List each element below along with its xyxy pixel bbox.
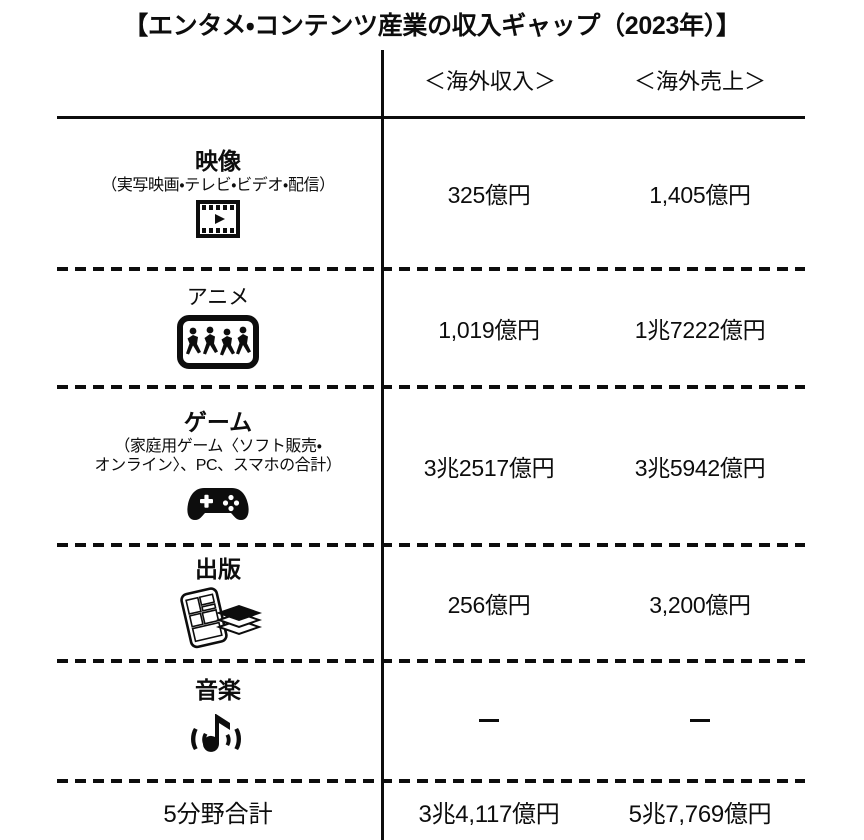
category-name: 映像 [195,147,241,174]
page-title: 【エンタメ・コンテンツ産業の収入ギャップ（2023年）】 [123,12,741,40]
value-overseas-income: 3兆2517億円 [423,454,555,481]
column-header-overseas-income: ＜海外収入＞ [423,69,556,94]
value-overseas-income [390,662,588,779]
smartphone-books-icon [173,587,263,649]
table-row: 映像 （実写映画・テレビ・ビデオ・配信） [0,119,864,267]
category-subtitle: （実写映画・テレビ・ビデオ・配信） [101,177,335,195]
value-overseas-income: 256億円 [447,591,531,618]
category-name: ゲーム [183,408,253,435]
value-overseas-sales: 1兆7222億円 [634,316,766,343]
table-row: ゲーム （家庭用ゲーム〈ソフト販売・ オンライン〉、PC、スマホの合計） [0,388,864,543]
column-header-overseas-sales: ＜海外売上＞ [633,69,766,94]
row-separator [57,543,805,547]
table-row: アニメ [0,270,864,385]
category-subtitle-line1: （家庭用ゲーム〈ソフト販売・ [114,438,322,456]
category-cell-publishing: 出版 [57,546,379,659]
value-overseas-income: 1,019億円 [438,316,540,343]
total-overseas-income: 3兆4,117億円 [418,800,560,828]
category-cell-music: 音楽 [57,662,379,779]
column-divider [381,50,384,840]
table-row: 出版 [0,546,864,659]
category-cell-anime: アニメ [57,270,379,385]
value-overseas-sales: 3兆5942億円 [634,454,766,481]
row-separator [57,267,805,271]
header-rule [57,116,805,119]
total-separator [57,779,805,783]
row-separator [57,385,805,389]
category-name: 出版 [195,555,241,582]
anime-running-figures-icon [177,315,259,370]
total-overseas-sales: 5兆7,769億円 [628,800,772,828]
total-label: 5分野合計 [163,800,273,828]
value-overseas-sales: 3,200億円 [649,591,751,618]
table-row-total: 5分野合計 3兆4,117億円 5兆7,769億円 [0,782,864,840]
category-cell-game: ゲーム （家庭用ゲーム〈ソフト販売・ オンライン〉、PC、スマホの合計） [57,388,379,543]
table-row: 音楽 [0,662,864,779]
value-dash [479,719,499,722]
value-overseas-sales [600,662,800,779]
row-separator [57,659,805,663]
gamepad-icon [185,480,251,522]
value-overseas-sales: 1,405億円 [649,182,751,208]
music-note-sound-icon [182,708,254,764]
value-dash [690,719,710,722]
film-strip-play-icon [196,200,240,239]
category-cell-video: 映像 （実写映画・テレビ・ビデオ・配信） [57,119,379,267]
category-name: アニメ [186,285,250,309]
value-overseas-income: 325億円 [447,182,531,208]
category-name: 音楽 [195,676,241,703]
category-subtitle-line2: オンライン〉、PC、スマホの合計） [94,457,342,475]
